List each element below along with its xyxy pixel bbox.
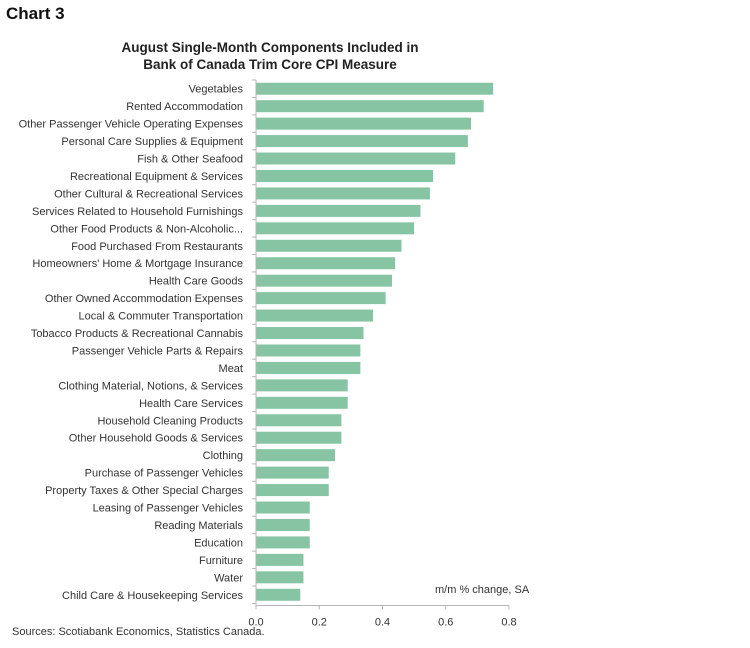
- unit-note: m/m % change, SA: [435, 584, 530, 596]
- category-label: Tobacco Products & Recreational Cannabis: [31, 328, 244, 340]
- category-label: Other Owned Accommodation Expenses: [45, 293, 244, 305]
- category-label: Purchase of Passenger Vehicles: [85, 468, 244, 480]
- bar: [256, 257, 396, 270]
- bar: [256, 327, 364, 340]
- category-label: Other Household Goods & Services: [69, 433, 244, 445]
- bar: [256, 135, 468, 148]
- x-tick-label: 0.4: [375, 617, 390, 629]
- category-label: Clothing: [203, 450, 243, 462]
- bar: [256, 501, 310, 514]
- category-label: Vegetables: [189, 84, 244, 96]
- category-label: Recreational Equipment & Services: [70, 171, 244, 183]
- bar: [256, 204, 421, 217]
- category-label: Water: [214, 572, 243, 584]
- bar: [256, 187, 430, 200]
- bar: [256, 414, 342, 427]
- bar: [256, 536, 310, 549]
- category-label: Passenger Vehicle Parts & Repairs: [72, 345, 244, 357]
- bar: [256, 117, 472, 130]
- category-label: Fish & Other Seafood: [137, 154, 243, 166]
- bar: [256, 274, 392, 287]
- bar: [256, 309, 374, 322]
- category-label: Health Care Goods: [149, 276, 244, 288]
- bar: [256, 553, 304, 566]
- bar: [256, 100, 484, 113]
- category-label: Local & Commuter Transportation: [79, 311, 243, 323]
- bar: [256, 82, 494, 95]
- bar: [256, 449, 336, 462]
- x-tick-label: 0.8: [501, 617, 516, 629]
- bar: [256, 239, 402, 252]
- bar: [256, 344, 361, 357]
- bar: [256, 396, 348, 409]
- category-label: Education: [194, 537, 243, 549]
- category-label: Services Related to Household Furnishing…: [32, 206, 243, 218]
- category-label: Health Care Services: [139, 398, 243, 410]
- bar: [256, 379, 348, 392]
- bar: [256, 152, 456, 165]
- category-label: Clothing Material, Notions, & Services: [58, 380, 243, 392]
- bar: [256, 518, 310, 531]
- category-label: Property Taxes & Other Special Charges: [45, 485, 243, 497]
- bar: [256, 222, 415, 235]
- bar: [256, 292, 386, 305]
- category-label: Reading Materials: [154, 520, 243, 532]
- bar: [256, 466, 329, 479]
- x-tick-label: 0.6: [438, 617, 453, 629]
- bar: [256, 588, 301, 601]
- source-note: Sources: Scotiabank Economics, Statistic…: [12, 626, 265, 638]
- category-label: Household Cleaning Products: [97, 415, 243, 427]
- category-label: Food Purchased From Restaurants: [71, 241, 243, 253]
- category-label: Meat: [219, 363, 243, 375]
- category-label: Other Cultural & Recreational Services: [54, 188, 243, 200]
- category-label: Rented Accommodation: [126, 101, 243, 113]
- category-label: Leasing of Passenger Vehicles: [93, 503, 244, 515]
- chart-title-line-2: Bank of Canada Trim Core CPI Measure: [143, 57, 397, 72]
- bar: [256, 361, 361, 374]
- chart-number-label: Chart 3: [6, 4, 65, 23]
- bar: [256, 484, 329, 497]
- category-label: Other Passenger Vehicle Operating Expens…: [19, 119, 244, 131]
- category-label: Child Care & Housekeeping Services: [62, 590, 243, 602]
- bar: [256, 431, 342, 444]
- category-label: Personal Care Supplies & Equipment: [61, 136, 243, 148]
- chart-title-line-1: August Single-Month Components Included …: [121, 40, 419, 55]
- category-label: Homeowners' Home & Mortgage Insurance: [32, 258, 243, 270]
- bar: [256, 169, 434, 182]
- x-tick-label: 0.2: [312, 617, 327, 629]
- x-tick-label: 0.0: [248, 617, 263, 629]
- category-label: Furniture: [199, 555, 243, 567]
- category-label: Other Food Products & Non-Alcoholic...: [50, 223, 243, 235]
- bar: [256, 571, 304, 584]
